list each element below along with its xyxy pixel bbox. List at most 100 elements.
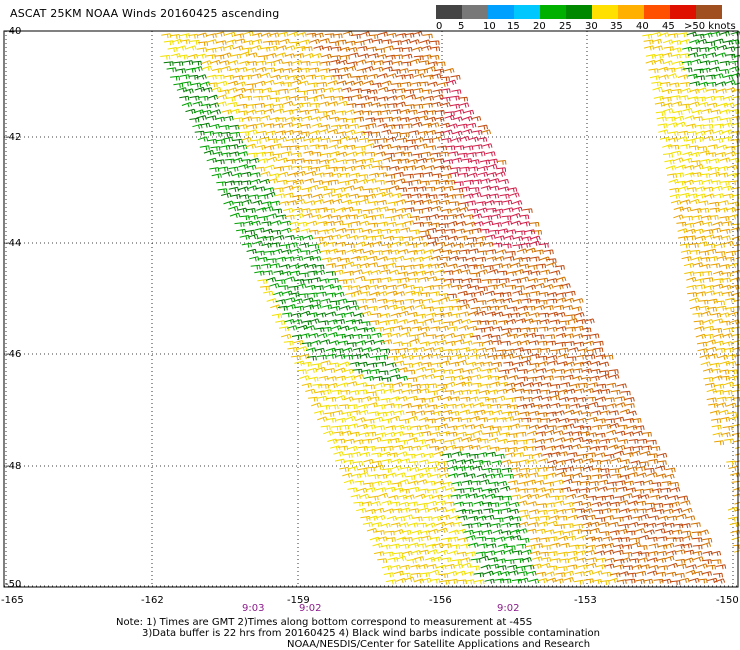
wind-barb xyxy=(346,381,358,387)
wind-barb xyxy=(269,97,280,103)
wind-barb xyxy=(335,375,346,381)
wind-barb xyxy=(553,530,565,536)
wind-barb xyxy=(362,270,373,276)
wind-barb xyxy=(698,299,709,305)
wind-barb xyxy=(534,282,545,289)
wind-barb xyxy=(391,482,402,488)
wind-barb xyxy=(298,96,309,102)
wind-barb xyxy=(416,157,428,164)
wind-barb xyxy=(405,410,416,416)
wind-barb xyxy=(711,559,722,564)
wind-barb xyxy=(549,319,561,325)
wind-barb xyxy=(216,101,227,107)
wind-barb xyxy=(299,109,310,115)
wind-barb xyxy=(337,298,348,304)
wind-barb xyxy=(429,569,440,575)
wind-barb xyxy=(460,396,471,402)
wind-barb xyxy=(498,178,509,185)
wind-barb xyxy=(200,103,211,109)
wind-barb xyxy=(646,522,657,528)
wind-barb xyxy=(387,452,398,458)
wind-barb xyxy=(161,33,172,39)
wind-barb xyxy=(181,81,192,87)
wind-barb xyxy=(669,501,681,507)
wind-barb xyxy=(252,240,263,246)
wind-barb xyxy=(564,474,575,480)
wind-barb xyxy=(266,53,277,59)
wind-barb xyxy=(535,431,546,437)
wind-barb xyxy=(231,172,243,178)
wind-barb xyxy=(685,138,697,144)
wind-barb xyxy=(573,325,584,331)
wind-barb xyxy=(376,172,388,178)
wind-barb xyxy=(395,577,407,584)
wind-barb xyxy=(537,299,548,305)
wind-barb xyxy=(198,95,209,101)
wind-barb xyxy=(330,305,341,312)
wind-barb xyxy=(734,152,740,155)
wind-barb xyxy=(288,285,299,291)
wind-barb xyxy=(430,73,442,79)
wind-barb xyxy=(274,81,285,87)
wind-barb xyxy=(321,53,332,59)
wind-barb xyxy=(713,38,724,44)
wind-barb xyxy=(688,242,699,248)
wind-barb xyxy=(348,390,360,396)
wind-barb xyxy=(438,223,449,228)
wind-barb xyxy=(611,473,622,479)
wind-barb xyxy=(559,404,570,409)
wind-barb xyxy=(511,327,522,333)
wind-barb xyxy=(493,517,504,523)
wind-barb xyxy=(546,411,557,417)
wind-barb xyxy=(477,269,489,275)
wind-barb xyxy=(247,214,259,220)
wind-barb xyxy=(444,439,455,445)
wind-barb xyxy=(465,551,476,557)
wind-barb xyxy=(455,508,467,515)
wind-barb xyxy=(719,157,731,163)
wind-barb xyxy=(529,353,540,359)
wind-barb xyxy=(320,61,331,66)
wind-barb xyxy=(419,230,430,236)
lon-label-153: -153 xyxy=(574,595,597,606)
wind-barb xyxy=(719,216,730,221)
wind-barb xyxy=(371,110,382,116)
wind-barb xyxy=(521,298,532,304)
wind-barb xyxy=(713,333,725,339)
wind-barb xyxy=(440,76,450,82)
wind-barb xyxy=(225,96,236,102)
wind-barb xyxy=(471,382,482,388)
legend-label-9: 45 xyxy=(662,21,675,32)
wind-barb xyxy=(461,381,473,387)
lat-label-40: -40 xyxy=(5,26,22,37)
wind-barb xyxy=(693,228,704,234)
wind-barb xyxy=(288,95,299,102)
wind-barb xyxy=(628,508,639,514)
wind-barb xyxy=(509,192,520,198)
wind-barb xyxy=(309,102,320,108)
wind-barb xyxy=(308,229,319,235)
wind-barb xyxy=(347,445,358,452)
wind-barb xyxy=(707,577,718,584)
wind-barb xyxy=(720,320,731,326)
wind-barb xyxy=(353,80,364,86)
wind-barb xyxy=(317,241,328,247)
wind-barb xyxy=(329,151,341,157)
wind-barb xyxy=(456,359,467,366)
wind-barb xyxy=(342,285,353,291)
wind-barb xyxy=(415,313,426,319)
plot-frame xyxy=(3,30,739,588)
wind-barb xyxy=(553,430,564,436)
wind-barb xyxy=(407,109,418,115)
wind-barb xyxy=(609,468,620,474)
wind-barb xyxy=(673,523,684,529)
wind-barb xyxy=(543,481,555,487)
wind-barb xyxy=(383,508,395,514)
wind-barb xyxy=(412,153,423,159)
wind-barb xyxy=(372,250,383,256)
wind-barb xyxy=(411,404,423,410)
wind-barb xyxy=(692,215,703,221)
wind-barb xyxy=(342,472,353,479)
wind-barb xyxy=(433,306,444,312)
wind-barb xyxy=(401,81,412,87)
